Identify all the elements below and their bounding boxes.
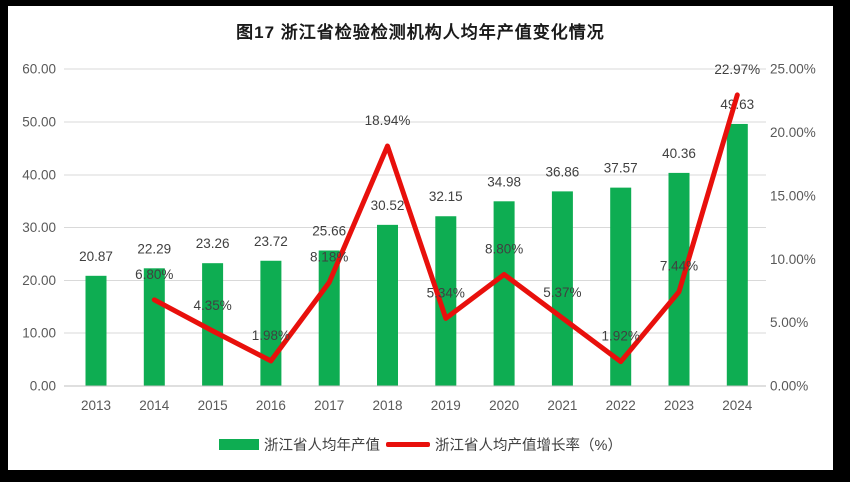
legend-label-bar: 浙江省人均年产值 [264, 438, 381, 454]
x-axis-label: 2019 [431, 398, 461, 413]
right-axis-label: 25.00% [770, 62, 816, 77]
bar-value-label: 30.52 [371, 198, 405, 213]
right-axis-label: 5.00% [770, 315, 808, 330]
x-axis-label: 2015 [198, 398, 228, 413]
growth-rate-label: 5.37% [543, 285, 581, 300]
left-axis-label: 10.00 [22, 326, 56, 341]
bar-value-label: 25.66 [312, 224, 346, 239]
growth-rate-label: 4.35% [193, 298, 231, 313]
right-axis-label: 10.00% [770, 252, 816, 267]
bar-2024 [726, 123, 748, 386]
left-axis-label: 0.00 [30, 379, 56, 394]
right-axis-label: 15.00% [770, 188, 816, 203]
bar-value-label: 23.26 [196, 236, 230, 251]
right-axis-label: 0.00% [770, 379, 808, 394]
line-swatch-icon [386, 442, 431, 447]
x-axis-label: 2023 [664, 398, 694, 413]
growth-rate-label: 6.80% [135, 267, 173, 282]
x-axis-label: 2016 [256, 398, 286, 413]
growth-rate-label: 18.94% [365, 113, 411, 128]
chart-legend: 浙江省人均年产值 浙江省人均产值增长率（%） [8, 434, 833, 455]
legend-label-line: 浙江省人均产值增长率（%） [435, 438, 622, 454]
x-axis-label: 2018 [372, 398, 402, 413]
bar-value-label: 49.63 [720, 97, 754, 112]
left-axis-label: 20.00 [22, 273, 56, 288]
bar-value-label: 34.98 [487, 174, 521, 189]
bar-value-label: 20.87 [79, 249, 113, 264]
bar-2019 [435, 216, 457, 386]
left-axis-label: 50.00 [22, 115, 56, 130]
bar-2014 [143, 268, 165, 386]
growth-rate-label: 1.98% [252, 328, 290, 343]
bar-2018 [377, 224, 398, 386]
x-axis-label: 2013 [81, 398, 111, 413]
legend-item-line-series: 浙江省人均产值增长率（%） [386, 434, 622, 455]
x-axis-label: 2017 [314, 398, 344, 413]
left-axis-label: 30.00 [22, 220, 56, 235]
bar-2022 [610, 187, 632, 386]
bar-2021 [551, 191, 573, 386]
x-axis-label: 2024 [722, 398, 753, 413]
growth-rate-label: 22.97% [714, 62, 760, 77]
bar-value-label: 37.57 [604, 161, 638, 176]
left-axis-label: 40.00 [22, 167, 56, 182]
x-axis-label: 2021 [547, 398, 577, 413]
chart-container: 图17 浙江省检验检测机构人均年产值变化情况 20.87 22.29 23.26 23… [8, 6, 833, 470]
growth-rate-label: 8.18% [310, 249, 348, 264]
bar-value-label: 23.72 [254, 234, 288, 249]
x-axis-label: 2022 [606, 398, 636, 413]
bar-2020 [493, 201, 515, 386]
growth-rate-label: 1.92% [602, 329, 640, 344]
bar-2015 [202, 263, 224, 386]
chart-title: 图17 浙江省检验检测机构人均年产值变化情况 [236, 23, 605, 42]
growth-rate-label: 7.44% [660, 259, 698, 274]
bar-value-label: 22.29 [137, 241, 171, 256]
bar-value-label: 40.36 [662, 146, 696, 161]
growth-rate-label: 5.34% [427, 285, 465, 300]
bar-value-label: 32.15 [429, 189, 463, 204]
bar-2013 [85, 275, 107, 386]
legend-item-bar-series: 浙江省人均年产值 [219, 434, 380, 455]
bar-2023 [668, 172, 690, 386]
left-axis-label: 60.00 [22, 62, 56, 77]
x-axis-label: 2020 [489, 398, 519, 413]
bar-value-label: 36.86 [546, 164, 580, 179]
bar-2017 [318, 250, 340, 386]
x-axis-label: 2014 [139, 398, 170, 413]
growth-rate-label: 8.80% [485, 241, 523, 256]
right-axis-label: 20.00% [770, 125, 816, 140]
growth-rate-line [151, 92, 740, 365]
bar-2016 [260, 260, 282, 386]
bar-swatch-icon [219, 439, 260, 450]
combo-chart: 20.87 22.29 23.26 23.72 25.66 30.52 32.15 34.98… [22, 62, 816, 413]
